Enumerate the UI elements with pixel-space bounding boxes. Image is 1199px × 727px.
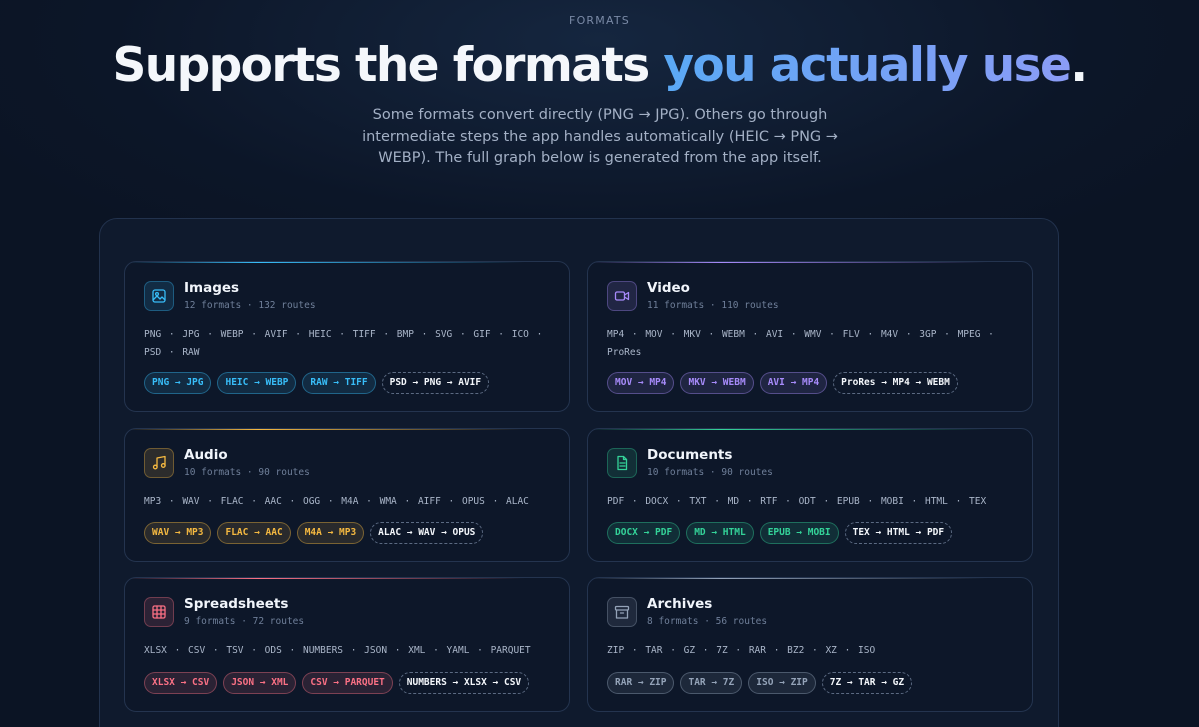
card-title: Audio [184,447,228,463]
headline: Supports the formats you actually use. [0,38,1199,93]
icon-glyph [152,289,166,303]
format-list: MP3 · WAV · FLAC · AAC · OGG · M4A · WMA… [144,496,529,507]
card-title: Video [647,280,690,296]
route-chip: FLAC → AAC [217,522,291,544]
icon-glyph [617,455,628,471]
route-chip: RAW → TIFF [302,372,376,394]
route-chip: PSD → PNG → AVIF [381,372,490,394]
icon-glyph [152,455,166,470]
route-chip: HEIC → WEBP [217,372,297,394]
card-accent [125,429,569,430]
route-chip: TEX → HTML → PDF [844,522,953,544]
card-icon [607,281,637,311]
card-title: Documents [647,447,733,463]
route-chip: TAR → 7Z [680,672,743,694]
icon-glyph [152,605,166,619]
card-meta: 10 formats · 90 routes [184,467,310,478]
card-icon [607,597,637,627]
route-chip: MOV → MP4 [607,372,675,394]
headline-highlight: you actually use [663,38,1072,93]
format-list: PNG · JPG · WEBP · AVIF · HEIC · TIFF · … [144,329,543,358]
headline-end: . [1070,38,1088,93]
card-meta: 12 formats · 132 routes [184,300,316,311]
route-chips: DOCX → PDF MD → HTML EPUB → MOBI TEX → HTML… [607,522,953,544]
format-card: Images 12 formats · 132 routes PNG · JPG ·… [124,261,570,412]
headline-start: Supports the formats [112,38,664,93]
route-chip: M4A → MP3 [296,522,365,544]
card-icon [144,597,174,627]
card-title: Images [184,280,240,296]
route-chip: RAR → ZIP [607,672,675,694]
route-chip: ALAC → WAV → OPUS [370,522,484,544]
route-chips: PNG → JPG HEIC → WEBP RAW → TIFF PSD → PNG … [144,372,490,394]
card-meta: 9 formats · 72 routes [184,616,305,627]
card-accent [125,578,569,579]
card-meta: 8 formats · 56 routes [647,616,768,627]
format-list: XLSX · CSV · TSV · ODS · NUMBERS · JSON … [144,645,531,656]
card-icon [144,448,174,478]
route-chip: JSON → XML [223,672,297,694]
format-card: Documents 10 formats · 90 routes PDF · DOC… [587,428,1033,562]
card-meta: 11 formats · 110 routes [647,300,779,311]
format-card: Video 11 formats · 110 routes MP4 · MOV · … [587,261,1033,412]
route-chip: PNG → JPG [144,372,212,394]
route-chip: MKV → WEBM [680,372,754,394]
route-chip: AVI → MP4 [759,372,828,394]
icon-glyph [614,291,630,301]
card-accent [588,578,1032,579]
format-list: ZIP · TAR · GZ · 7Z · RAR · BZ2 · XZ · I… [607,645,876,656]
card-title: Spreadsheets [184,596,289,612]
route-chip: DOCX → PDF [607,522,681,544]
icon-glyph [614,605,630,619]
route-chip: WAV → MP3 [144,522,212,544]
card-accent [588,262,1032,263]
format-list: MP4 · MOV · MKV · WEBM · AVI · WMV · FLV… [607,329,994,358]
format-card: Spreadsheets 9 formats · 72 routes XLSX · … [124,577,570,712]
route-chips: MOV → MP4 MKV → WEBM AVI → MP4 ProRes → MP4… [607,372,958,394]
description: Some formats convert directly (PNG → JPG… [362,107,838,166]
route-chips: WAV → MP3 FLAC → AAC M4A → MP3 ALAC → WAV →… [144,522,484,544]
card-icon [607,448,637,478]
route-chip: NUMBERS → XLSX → CSV [398,672,530,694]
route-chip: EPUB → MOBI [759,522,839,544]
card-accent [588,429,1032,430]
format-card: Audio 10 formats · 90 routes MP3 · WAV · F… [124,428,570,562]
card-title: Archives [647,596,713,612]
format-card: Archives 8 formats · 56 routes ZIP · TAR ·… [587,577,1033,712]
route-chips: XLSX → CSV JSON → XML CSV → PARQUET NUMBERS… [144,672,530,694]
card-meta: 10 formats · 90 routes [647,467,773,478]
route-chip: 7Z → TAR → GZ [821,672,913,694]
route-chip: CSV → PARQUET [302,672,393,694]
card-icon [144,281,174,311]
route-chip: ISO → ZIP [748,672,816,694]
route-chip: XLSX → CSV [144,672,218,694]
format-list: PDF · DOCX · TXT · MD · RTF · ODT · EPUB… [607,496,987,507]
eyebrow: FORMATS [569,14,630,27]
route-chip: ProRes → MP4 → WEBM [833,372,958,394]
route-chip: MD → HTML [686,522,754,544]
card-accent [125,262,569,263]
route-chips: RAR → ZIP TAR → 7Z ISO → ZIP 7Z → TAR → GZ [607,672,913,694]
